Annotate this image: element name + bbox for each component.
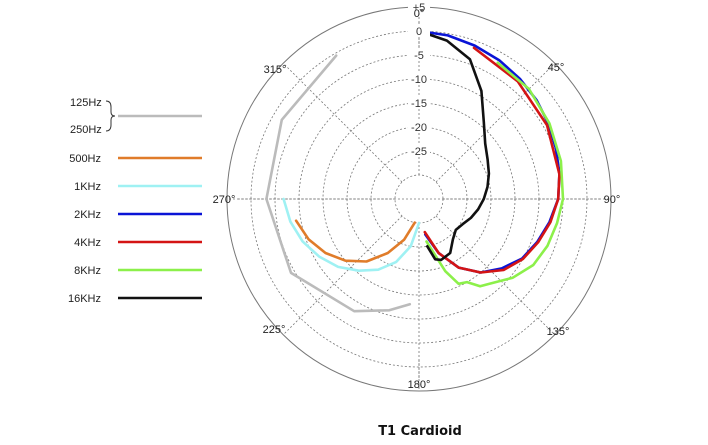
tick-bg	[408, 145, 430, 157]
series-curve	[425, 61, 565, 288]
series-curve	[282, 197, 421, 272]
grid-spoke	[435, 215, 556, 336]
angle-label: 315°	[264, 64, 287, 76]
radial-tick-label: -15	[411, 98, 427, 110]
legend-label: 4KHz	[74, 237, 101, 249]
angle-label: 0°	[414, 8, 425, 20]
legend: 125Hz 250Hz 500Hz 1KHz 2KHz 4KHz 8KHz 16KHz	[68, 97, 202, 305]
grid-spoke	[282, 215, 403, 336]
legend-label: 16KHz	[68, 293, 101, 305]
series-curve	[417, 29, 561, 274]
radial-tick-label: -10	[411, 74, 427, 86]
radial-tick-labels: +5 0 -5 -10 -15 -20 -25	[408, 1, 430, 158]
legend-brace	[105, 100, 116, 132]
legend-label: 1KHz	[74, 181, 101, 193]
tick-bg	[408, 49, 430, 61]
angle-label: 90°	[604, 194, 621, 206]
radial-tick-label: -25	[411, 146, 427, 158]
grid-spoke	[435, 62, 556, 183]
tick-bg	[408, 1, 430, 13]
radial-tick-label: +5	[413, 2, 426, 14]
tick-bg	[408, 97, 430, 109]
angle-label: 45°	[548, 62, 565, 74]
tick-bg	[408, 25, 430, 37]
series-curve	[265, 54, 412, 313]
angle-labels: 0° 45° 90° 135° 180° 225° 270° 315°	[213, 8, 621, 391]
angle-label: 270°	[213, 194, 236, 206]
angle-label: 180°	[408, 379, 431, 391]
chart-title: T1 Cardioid	[378, 424, 462, 439]
tick-bg	[408, 121, 430, 133]
angle-label: 135°	[547, 326, 570, 338]
legend-label: 500Hz	[69, 153, 101, 165]
legend-label: 8KHz	[74, 265, 101, 277]
radial-tick-label: -5	[414, 50, 424, 62]
series-curve	[417, 29, 491, 262]
response-curves	[265, 29, 565, 313]
series-curve	[294, 219, 417, 263]
angle-label: 225°	[263, 324, 286, 336]
legend-label: 250Hz	[70, 124, 102, 136]
legend-label: 125Hz	[70, 97, 102, 109]
grid-spoke	[282, 62, 403, 183]
legend-label: 2KHz	[74, 209, 101, 221]
series-curve	[423, 46, 561, 274]
tick-bg	[408, 73, 430, 85]
radial-tick-label: -20	[411, 122, 427, 134]
radial-tick-label: 0	[416, 26, 422, 38]
